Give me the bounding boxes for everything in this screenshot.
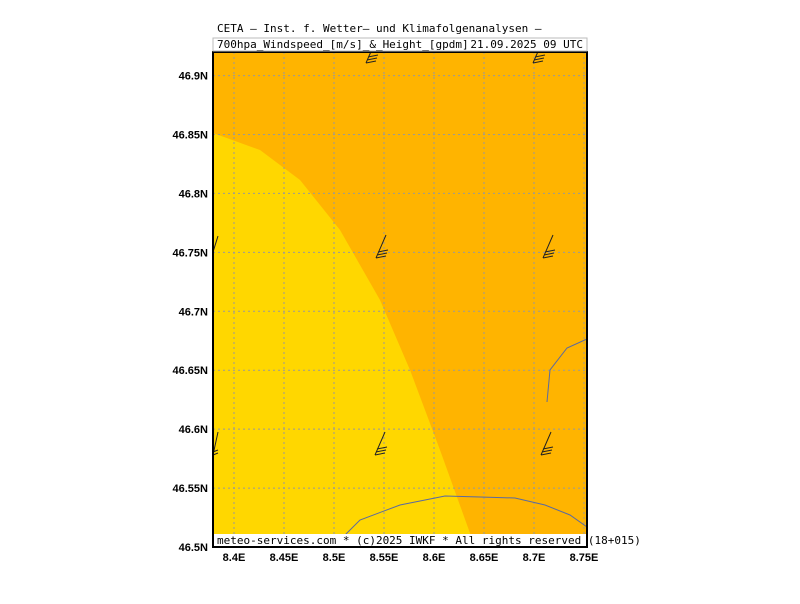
wind-barb xyxy=(375,234,389,259)
y-tick-label: 46.6N xyxy=(179,424,208,436)
x-tick-label: 8.6E xyxy=(423,552,446,564)
x-tick-label: 8.65E xyxy=(470,552,499,564)
x-tick-label: 8.4E xyxy=(223,552,246,564)
x-tick-label: 8.5E xyxy=(323,552,346,564)
y-tick-label: 46.9N xyxy=(179,71,208,83)
y-tick-label: 46.7N xyxy=(179,306,208,318)
title-box xyxy=(212,37,588,52)
x-tick-label: 8.7E xyxy=(523,552,546,564)
footer-box xyxy=(214,534,586,546)
x-tick-label: 8.75E xyxy=(570,552,599,564)
wind-barb xyxy=(540,431,554,456)
x-tick-label: 8.55E xyxy=(370,552,399,564)
map-frame xyxy=(212,51,588,548)
wind-barb xyxy=(542,234,556,259)
y-tick-label: 46.75N xyxy=(173,247,209,259)
field-yellow xyxy=(213,133,475,547)
y-tick-label: 46.65N xyxy=(173,365,209,377)
x-tick-label: 8.45E xyxy=(270,552,299,564)
y-tick-label: 46.85N xyxy=(173,130,209,142)
valid-time: 21.09.2025 09 UTC xyxy=(470,38,583,51)
border-line xyxy=(339,495,588,541)
footer: meteo-services.com * (c)2025 IWKF * All … xyxy=(217,534,641,547)
border-line xyxy=(546,338,588,403)
y-tick-label: 46.55N xyxy=(173,483,209,495)
title: CETA — Inst. f. Wetter— und Klimafolgena… xyxy=(217,22,542,35)
y-tick-label: 46.8N xyxy=(179,188,208,200)
wind-barb xyxy=(374,431,388,456)
y-tick-label: 46.5N xyxy=(179,542,208,554)
subtitle: 700hpa_Windspeed_[m/s]_&_Height_[gpdm] xyxy=(217,38,469,51)
